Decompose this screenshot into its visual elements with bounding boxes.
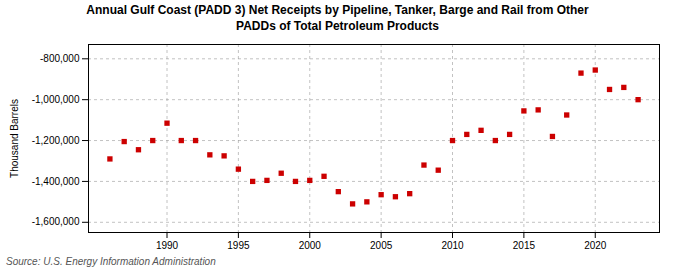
svg-text:-800,000: -800,000 [40, 53, 80, 64]
svg-text:-1,200,000: -1,200,000 [32, 135, 80, 146]
svg-text:1990: 1990 [156, 240, 179, 251]
svg-text:Thousand Barrels: Thousand Barrels [9, 99, 20, 178]
svg-text:2000: 2000 [299, 240, 322, 251]
svg-text:2005: 2005 [370, 240, 393, 251]
html-text:Annual Gulf Coast (PADD 3) Net: Annual Gulf Coast (PADD 3) Net Receipts … [86, 3, 589, 33]
svg-text:2020: 2020 [584, 240, 607, 251]
svg-text:-1,000,000: -1,000,000 [32, 94, 80, 105]
svg-text:2015: 2015 [513, 240, 536, 251]
svg-text:1995: 1995 [227, 240, 250, 251]
svg-text:2010: 2010 [441, 240, 464, 251]
svg-text:-1,400,000: -1,400,000 [32, 176, 80, 187]
html-text:Source: U.S. Energy Informatio: Source: U.S. Energy Information Administ… [6, 256, 216, 268]
svg-text:-1,600,000: -1,600,000 [32, 217, 80, 228]
